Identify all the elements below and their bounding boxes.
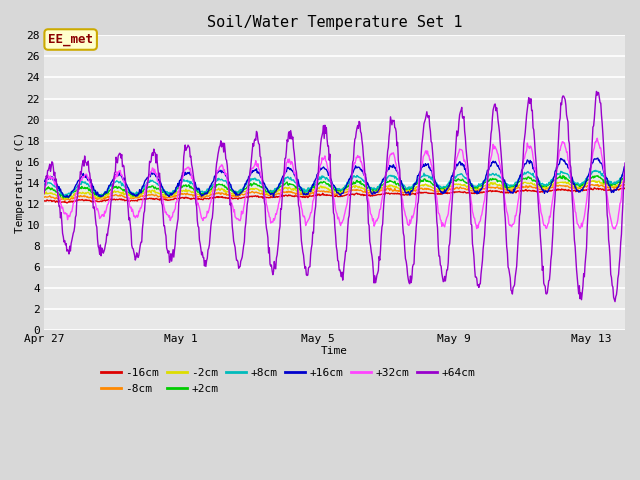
-16cm	[63, 200, 70, 206]
+64cm	[341, 256, 349, 262]
+32cm	[341, 210, 349, 216]
-2cm	[342, 187, 349, 192]
-2cm	[40, 191, 48, 196]
+8cm	[485, 173, 493, 179]
Y-axis label: Temperature (C): Temperature (C)	[15, 132, 25, 233]
+8cm	[391, 175, 399, 181]
Line: +64cm: +64cm	[44, 91, 625, 301]
+2cm	[60, 195, 67, 201]
+16cm	[159, 184, 166, 190]
+16cm	[40, 179, 48, 184]
+16cm	[65, 195, 72, 201]
+8cm	[621, 171, 629, 177]
+16cm	[391, 165, 399, 171]
+32cm	[611, 226, 619, 232]
-8cm	[66, 197, 74, 203]
+64cm	[390, 118, 398, 123]
-8cm	[40, 194, 48, 200]
-8cm	[159, 194, 166, 200]
+32cm	[484, 169, 492, 175]
+8cm	[592, 168, 600, 173]
+8cm	[108, 183, 115, 189]
+2cm	[485, 179, 493, 184]
+2cm	[159, 190, 166, 195]
+2cm	[119, 188, 127, 193]
-16cm	[159, 197, 166, 203]
+8cm	[99, 193, 106, 199]
-16cm	[485, 188, 493, 194]
-16cm	[391, 191, 399, 197]
+64cm	[484, 169, 492, 175]
+64cm	[593, 88, 600, 94]
-2cm	[159, 192, 166, 197]
-8cm	[108, 192, 115, 198]
-16cm	[119, 197, 127, 203]
-8cm	[119, 193, 127, 199]
-2cm	[119, 189, 127, 194]
+2cm	[391, 179, 399, 184]
-8cm	[342, 189, 349, 195]
Text: EE_met: EE_met	[48, 33, 93, 46]
+2cm	[342, 185, 349, 191]
-8cm	[485, 185, 493, 191]
+64cm	[158, 201, 166, 206]
+16cm	[621, 164, 629, 170]
+32cm	[118, 174, 126, 180]
-16cm	[621, 185, 629, 191]
+32cm	[40, 184, 48, 190]
+64cm	[611, 299, 619, 304]
+64cm	[106, 206, 114, 212]
+8cm	[40, 183, 48, 189]
-2cm	[621, 178, 629, 184]
-2cm	[485, 181, 493, 187]
+2cm	[108, 187, 115, 193]
Line: +16cm: +16cm	[44, 158, 625, 198]
+8cm	[159, 185, 166, 191]
-2cm	[391, 183, 399, 189]
Title: Soil/Water Temperature Set 1: Soil/Water Temperature Set 1	[207, 15, 462, 30]
+16cm	[594, 156, 602, 161]
Line: -8cm: -8cm	[44, 184, 625, 200]
-8cm	[391, 186, 399, 192]
+2cm	[40, 188, 48, 193]
-2cm	[61, 197, 68, 203]
+16cm	[108, 180, 115, 186]
Legend: -16cm, -8cm, -2cm, +2cm, +8cm, +16cm, +32cm, +64cm: -16cm, -8cm, -2cm, +2cm, +8cm, +16cm, +3…	[97, 364, 480, 398]
-16cm	[591, 185, 598, 191]
+16cm	[119, 177, 127, 183]
+32cm	[158, 194, 166, 200]
-8cm	[621, 182, 629, 188]
-16cm	[40, 198, 48, 204]
-16cm	[342, 192, 349, 198]
+2cm	[621, 176, 629, 181]
Line: +2cm: +2cm	[44, 176, 625, 198]
-2cm	[590, 178, 598, 183]
+32cm	[621, 164, 629, 169]
Line: +8cm: +8cm	[44, 170, 625, 196]
+2cm	[559, 173, 567, 179]
Line: +32cm: +32cm	[44, 138, 625, 229]
-2cm	[108, 190, 115, 195]
+32cm	[593, 135, 601, 141]
+8cm	[119, 182, 127, 188]
-8cm	[588, 181, 596, 187]
Line: -16cm: -16cm	[44, 188, 625, 203]
+64cm	[40, 191, 48, 196]
+32cm	[106, 193, 114, 199]
+64cm	[118, 164, 126, 169]
+16cm	[342, 185, 349, 191]
+32cm	[390, 152, 398, 158]
+8cm	[342, 182, 349, 188]
+16cm	[485, 167, 493, 173]
-16cm	[108, 197, 115, 203]
Line: -2cm: -2cm	[44, 180, 625, 200]
+64cm	[621, 160, 629, 166]
X-axis label: Time: Time	[321, 346, 348, 356]
